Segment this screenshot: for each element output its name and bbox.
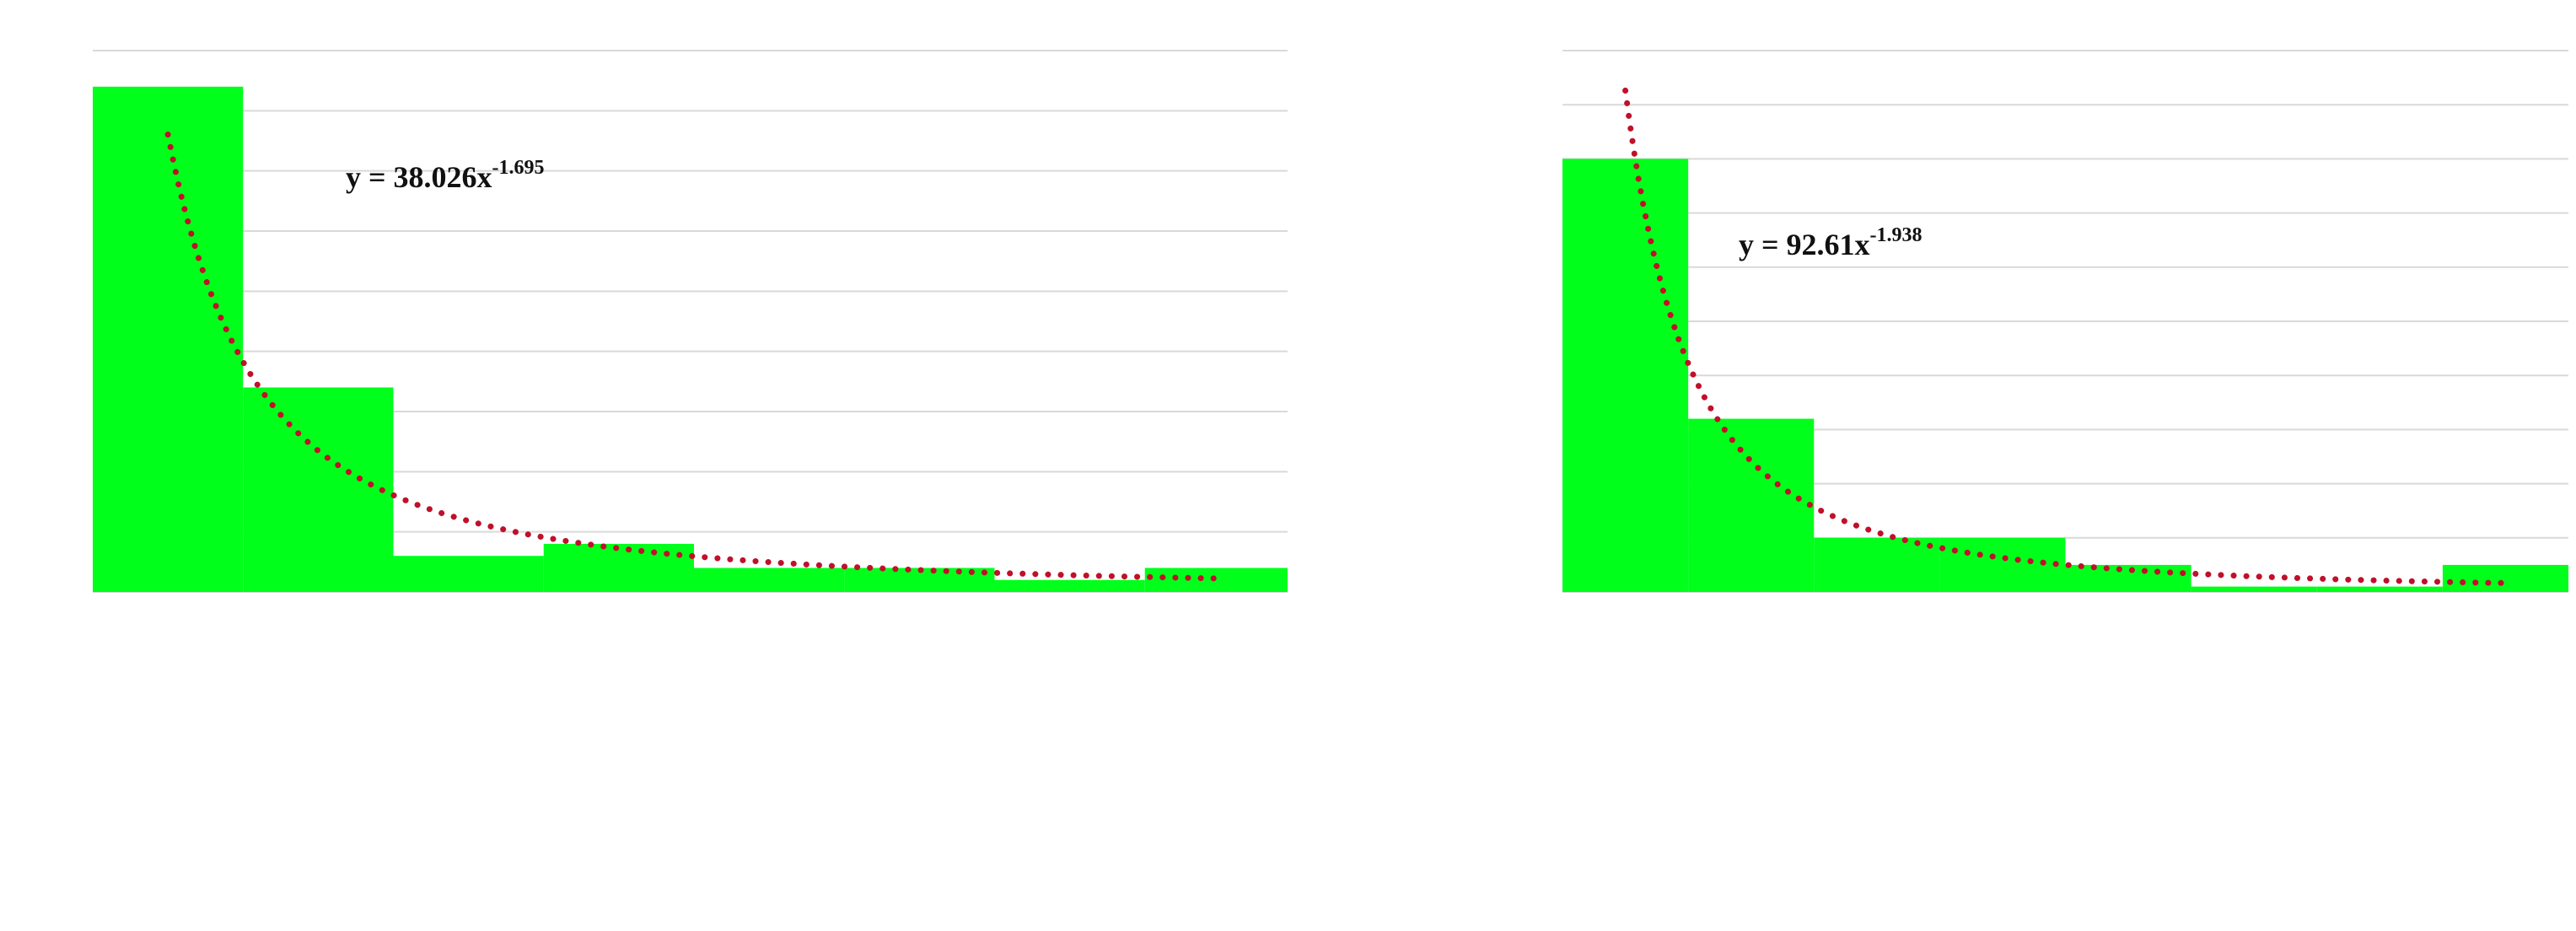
chart-svg-b: y = 92.61x-1.938	[1562, 50, 2568, 593]
chart-panel-a: y = 38.026x-1.695	[0, 0, 1295, 927]
power-trendline	[1622, 87, 2509, 586]
bar-3	[393, 556, 544, 592]
equation-exponent: -1.938	[1870, 224, 1923, 246]
equation-base: y = 38.026x	[346, 160, 492, 194]
bar-3	[1814, 537, 1940, 592]
trendline-equation: y = 38.026x-1.695	[346, 157, 545, 194]
chart-svg-a: y = 38.026x-1.695	[93, 50, 1295, 593]
equation-base: y = 92.61x	[1739, 228, 1870, 261]
bar-5	[2065, 564, 2191, 592]
bar-8	[2442, 564, 2568, 592]
bar-4	[1939, 537, 2066, 592]
equation-exponent: -1.695	[492, 157, 545, 179]
bar-4	[543, 543, 694, 592]
bar-8	[1144, 568, 1295, 592]
bar-5	[694, 568, 845, 592]
bar-2	[1688, 418, 1815, 592]
trendline-equation: y = 92.61x-1.938	[1739, 224, 1923, 261]
bar-7	[994, 579, 1145, 592]
power-trendline	[164, 132, 1223, 582]
bar-7	[2316, 586, 2443, 592]
chart-panel-b: y = 92.61x-1.938	[1288, 0, 2576, 927]
bar-6	[2191, 586, 2317, 592]
bar-1	[93, 86, 244, 593]
bar-2	[243, 387, 394, 592]
bar-1	[1562, 159, 1689, 592]
